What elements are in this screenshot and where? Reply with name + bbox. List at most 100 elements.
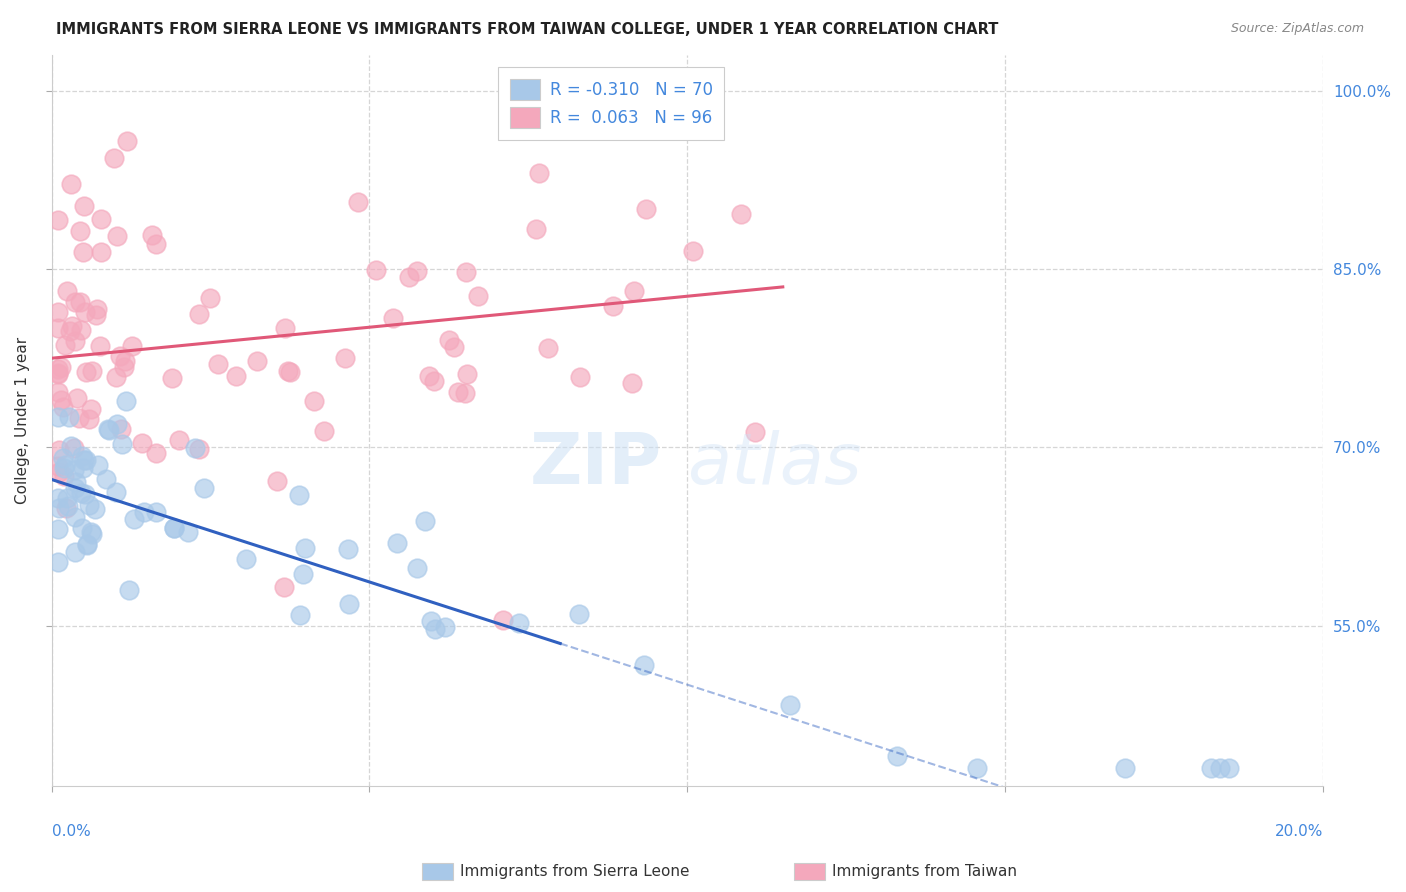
Text: IMMIGRANTS FROM SIERRA LEONE VS IMMIGRANTS FROM TAIWAN COLLEGE, UNDER 1 YEAR COR: IMMIGRANTS FROM SIERRA LEONE VS IMMIGRAN… — [56, 22, 998, 37]
Point — [184, 442, 207, 456]
Point — [63, 295, 86, 310]
Point — [302, 394, 325, 409]
Point — [67, 411, 90, 425]
Point — [145, 445, 167, 459]
Point — [77, 411, 100, 425]
Point — [108, 349, 131, 363]
Text: 0.0%: 0.0% — [52, 824, 90, 839]
Point — [51, 359, 73, 374]
Point — [524, 222, 547, 236]
Point — [59, 439, 82, 453]
Point — [87, 458, 110, 472]
Point — [596, 103, 619, 118]
Point — [398, 270, 420, 285]
Point — [160, 371, 183, 385]
Point — [115, 134, 138, 148]
Point — [60, 318, 83, 333]
Point — [105, 370, 128, 384]
Point — [105, 417, 128, 431]
Point — [72, 452, 94, 467]
Point — [336, 542, 359, 557]
Point — [62, 463, 84, 477]
Point — [492, 613, 515, 627]
Point — [77, 498, 100, 512]
Point — [568, 607, 591, 622]
Point — [176, 525, 198, 540]
Point — [46, 458, 69, 473]
Point — [46, 409, 69, 424]
Point — [60, 177, 83, 191]
Point — [89, 339, 111, 353]
Point — [294, 541, 316, 555]
Point — [141, 228, 163, 243]
Point — [111, 436, 134, 450]
Point — [46, 385, 69, 400]
Point — [75, 453, 97, 467]
Point — [97, 421, 120, 435]
Point — [65, 481, 87, 495]
Point — [52, 451, 75, 466]
Point — [246, 354, 269, 368]
Point — [65, 475, 87, 490]
Point — [288, 488, 311, 502]
Y-axis label: College, Under 1 year: College, Under 1 year — [15, 337, 30, 504]
Point — [86, 302, 108, 317]
Point — [46, 522, 69, 536]
Point — [633, 657, 655, 672]
Point — [225, 369, 247, 384]
Point — [76, 538, 98, 552]
Point — [46, 321, 69, 335]
Point — [422, 375, 444, 389]
Point — [48, 443, 70, 458]
Point — [117, 583, 139, 598]
Point — [73, 486, 96, 500]
Text: atlas: atlas — [688, 430, 862, 499]
Point — [623, 284, 645, 298]
Point — [886, 748, 908, 763]
Point — [779, 698, 801, 712]
Text: 20.0%: 20.0% — [1275, 824, 1323, 839]
Point — [48, 465, 70, 479]
Point — [73, 305, 96, 319]
Point — [437, 333, 460, 347]
Point — [274, 320, 297, 334]
Point — [53, 338, 76, 352]
Point — [529, 166, 551, 180]
Point — [188, 307, 211, 321]
Point — [63, 510, 86, 524]
Point — [55, 284, 77, 298]
Point — [83, 501, 105, 516]
Point — [98, 424, 121, 438]
Point — [456, 265, 478, 279]
Point — [280, 365, 302, 379]
Point — [433, 620, 456, 634]
Point — [188, 442, 211, 456]
Point — [56, 499, 79, 513]
Point — [602, 299, 624, 313]
Point — [114, 353, 136, 368]
Point — [58, 410, 80, 425]
Point — [730, 206, 752, 220]
Point — [1218, 761, 1240, 775]
Point — [63, 442, 86, 456]
Point — [75, 365, 97, 379]
Point — [49, 392, 72, 407]
Point — [72, 460, 94, 475]
Point — [55, 501, 77, 516]
Point — [52, 401, 75, 415]
Point — [73, 199, 96, 213]
Point — [63, 545, 86, 559]
Point — [621, 376, 644, 390]
Point — [207, 357, 229, 371]
Point — [70, 521, 93, 535]
Point — [405, 561, 427, 575]
Point — [537, 341, 560, 355]
Point — [162, 521, 184, 535]
Point — [46, 367, 69, 381]
Point — [48, 501, 70, 516]
Point — [46, 362, 69, 376]
Point — [69, 224, 91, 238]
Point — [104, 484, 127, 499]
Point — [80, 527, 103, 541]
Point — [80, 402, 103, 417]
